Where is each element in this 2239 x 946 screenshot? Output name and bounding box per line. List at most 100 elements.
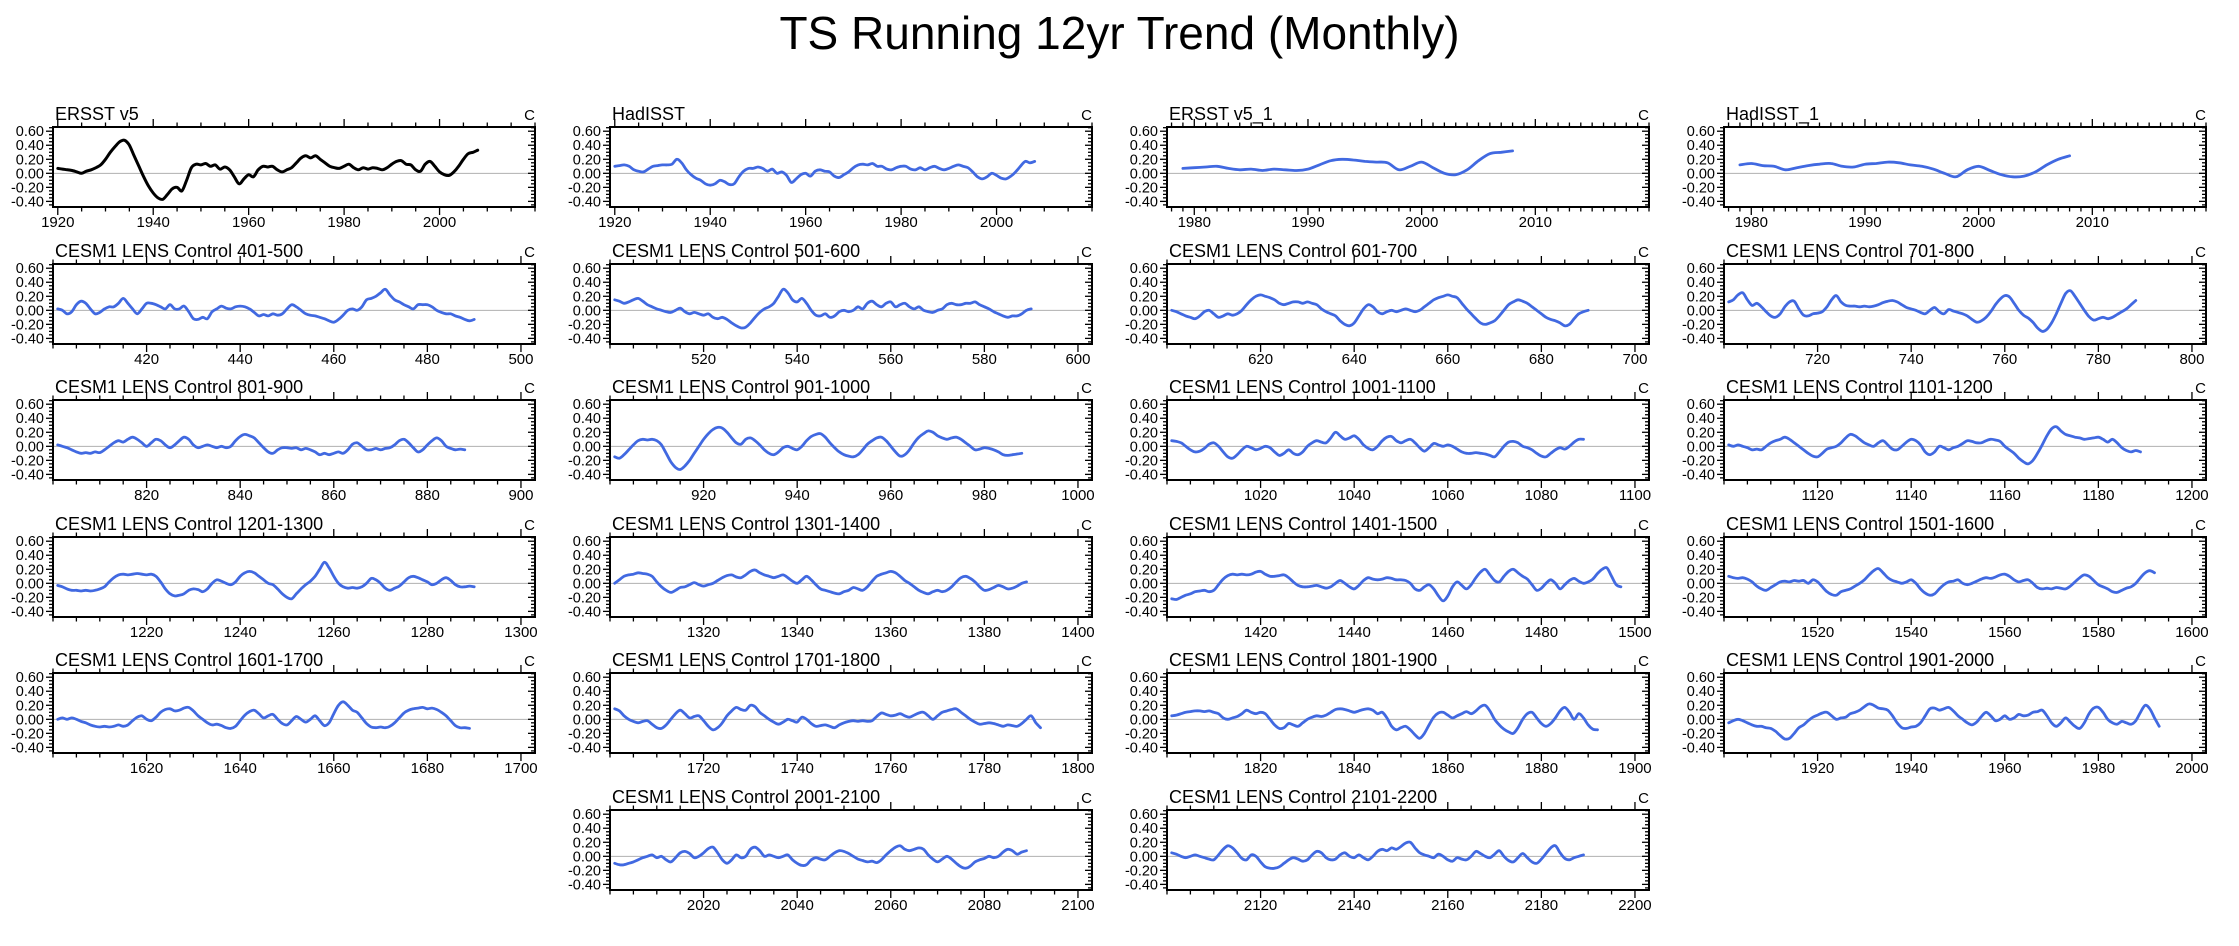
y-tick-label: 0.20 (573, 425, 601, 441)
y-tick-label: -0.20 (568, 453, 601, 469)
x-tick-label: 1980 (1735, 214, 1768, 231)
y-tick-label: -0.20 (568, 317, 601, 333)
plot-frame (52, 126, 536, 208)
y-tick-label: 0.40 (16, 548, 44, 564)
plot-frame (52, 262, 536, 345)
x-tick-label: 1980 (327, 214, 360, 231)
y-tick-label: -0.40 (11, 467, 44, 483)
series-line-cesm1-lens-control-1201-1300 (56, 560, 476, 600)
x-tick-label: 2000 (1405, 214, 1438, 231)
x-tick-label: 1280 (411, 624, 444, 641)
x-tick-label: 1840 (1337, 760, 1370, 777)
series-line-cesm1-lens-control-1801-1900 (1170, 703, 1599, 740)
panel-title: CESM1 LENS Control 1001-1100 (1169, 377, 1436, 397)
y-tick-label: -0.20 (1125, 590, 1158, 606)
y-tick-label: 0.20 (16, 698, 44, 714)
y-tick-label: 0.40 (573, 684, 601, 700)
y-tick-label: 0.40 (1687, 411, 1715, 427)
series-line-cesm1-lens-control-2101-2200 (1170, 840, 1585, 870)
y-tick-label: 0.00 (573, 849, 601, 865)
x-tick-label: 1000 (1061, 487, 1094, 504)
y-tick-label: -0.40 (568, 194, 601, 210)
panel-title: CESM1 LENS Control 1901-2000 (1726, 650, 1994, 670)
y-tick-label: 0.60 (573, 124, 601, 140)
x-tick-label: 1140 (1895, 487, 1927, 504)
panel-hadisst-1: HadISST_1 C 0.600.400.200.00-0.20-0.40 1980… (1682, 104, 2207, 231)
unit-label: C (1081, 107, 1092, 124)
series-line-cesm1-lens-control-901-1000 (613, 425, 1024, 471)
y-tick-label: -0.40 (1125, 467, 1158, 483)
x-tick-label: 1440 (1337, 624, 1370, 641)
unit-label: C (1638, 517, 1649, 534)
unit-label: C (1638, 790, 1649, 807)
y-tick-label: 0.40 (16, 138, 44, 154)
series-line-cesm1-lens-control-801-900 (56, 432, 467, 457)
y-tick-label: 0.20 (16, 562, 44, 578)
y-tick-label: 0.60 (16, 261, 44, 277)
y-tick-label: -0.40 (11, 194, 44, 210)
x-tick-label: 1400 (1061, 624, 1094, 641)
y-tick-label: 0.20 (1130, 425, 1158, 441)
panel-cesm1-lens-control-1101-1200: CESM1 LENS Control 1101-1200 C 0.600.400.2… (1682, 377, 2209, 504)
plot-frame (609, 126, 1093, 208)
y-tick-label: -0.40 (568, 331, 601, 347)
y-tick-label: 0.60 (573, 670, 601, 686)
y-tick-label: 0.40 (573, 411, 601, 427)
series-line-ersst-v5-1 (1181, 149, 1514, 177)
x-tick-label: 840 (228, 487, 253, 504)
x-tick-label: 880 (415, 487, 440, 504)
x-tick-label: 1720 (687, 760, 720, 777)
x-tick-label: 500 (508, 351, 533, 368)
plot-frame (1166, 672, 1650, 754)
unit-label: C (524, 107, 535, 124)
x-tick-label: 520 (691, 351, 716, 368)
y-tick-label: 0.00 (1687, 576, 1715, 592)
y-tick-label: 0.20 (573, 289, 601, 305)
y-tick-label: 0.00 (1130, 712, 1158, 728)
y-tick-label: -0.20 (1682, 726, 1715, 742)
x-tick-label: 1800 (1061, 760, 1094, 777)
y-tick-label: -0.40 (1682, 194, 1715, 210)
y-tick-label: 0.60 (16, 397, 44, 413)
x-tick-label: 1760 (874, 760, 907, 777)
panel-title: CESM1 LENS Control 1201-1300 (55, 514, 323, 534)
x-tick-label: 1980 (2082, 760, 2115, 777)
panel-cesm1-lens-control-2101-2200: CESM1 LENS Control 2101-2200 C 0.600.400.2… (1125, 787, 1652, 914)
x-tick-label: 1060 (1431, 487, 1464, 504)
x-tick-label: 2000 (2175, 760, 2208, 777)
panel-title: CESM1 LENS Control 1601-1700 (55, 650, 323, 670)
x-tick-label: 820 (134, 487, 159, 504)
x-tick-label: 1380 (968, 624, 1001, 641)
plot-frame (1166, 262, 1650, 345)
x-tick-label: 1990 (1848, 214, 1881, 231)
panel-ersst-v5: ERSST v5 C 0.600.400.200.00-0.20-0.40 1920 1… (11, 104, 536, 231)
x-tick-label: 1120 (1801, 487, 1833, 504)
plot-frame (52, 672, 536, 754)
x-tick-label: 1080 (1525, 487, 1558, 504)
y-tick-label: 0.20 (1130, 289, 1158, 305)
y-tick-label: 0.00 (16, 576, 44, 592)
y-tick-label: 0.60 (1130, 124, 1158, 140)
y-tick-label: 0.00 (573, 576, 601, 592)
y-tick-label: 0.60 (1687, 534, 1715, 550)
unit-label: C (1081, 517, 1092, 534)
x-tick-label: 460 (321, 351, 346, 368)
y-tick-label: 0.40 (1130, 821, 1158, 837)
x-tick-label: 2160 (1431, 897, 1464, 914)
unit-label: C (2195, 380, 2206, 397)
y-tick-label: 0.40 (573, 138, 601, 154)
x-tick-label: 700 (1622, 351, 1647, 368)
x-tick-label: 1040 (1337, 487, 1370, 504)
x-tick-label: 1880 (1525, 760, 1558, 777)
panel-cesm1-lens-control-1501-1600: CESM1 LENS Control 1501-1600 C 0.600.400.2… (1682, 514, 2209, 641)
y-tick-label: 0.00 (1687, 166, 1715, 182)
y-tick-label: 0.20 (16, 289, 44, 305)
y-tick-label: -0.40 (11, 331, 44, 347)
y-tick-label: 0.60 (1687, 124, 1715, 140)
panel-cesm1-lens-control-2001-2100: CESM1 LENS Control 2001-2100 C 0.600.400.2… (568, 787, 1095, 914)
unit-label: C (1638, 653, 1649, 670)
panel-cesm1-lens-control-1301-1400: CESM1 LENS Control 1301-1400 C 0.600.400.2… (568, 514, 1095, 641)
x-tick-label: 1500 (1618, 624, 1651, 641)
y-tick-label: 0.20 (1130, 835, 1158, 851)
series-line-cesm1-lens-control-1001-1100 (1170, 430, 1585, 460)
